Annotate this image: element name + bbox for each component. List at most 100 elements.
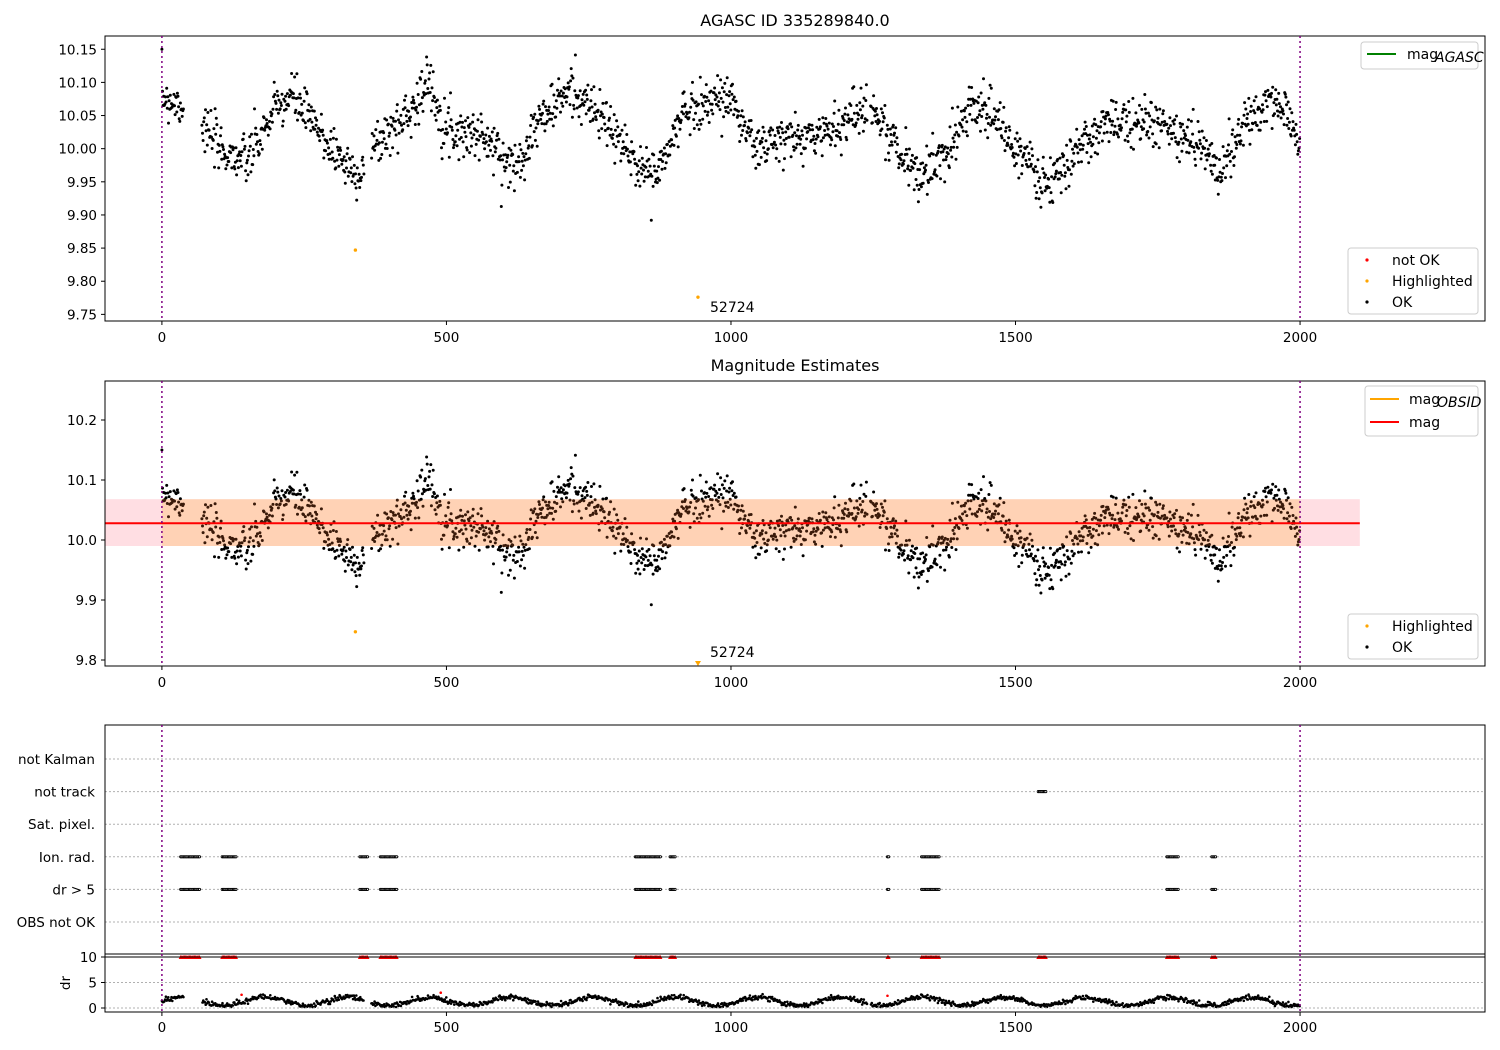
ok-point: [983, 101, 987, 105]
ok-point: [937, 535, 941, 539]
ok-point: [704, 495, 708, 499]
ok-point: [1163, 120, 1167, 123]
dr-point: [434, 995, 438, 998]
ok-point: [924, 168, 927, 172]
ok-point: [832, 125, 835, 128]
ok-point: [640, 156, 644, 160]
ok-point: [691, 80, 694, 84]
ok-point: [637, 170, 641, 174]
ok-point: [1124, 503, 1128, 507]
dr-point: [362, 999, 365, 1002]
ok-point: [523, 566, 527, 570]
y-tick-label: 9.85: [67, 241, 97, 257]
ok-point: [1215, 156, 1218, 160]
ok-point: [1172, 524, 1175, 528]
ok-point: [521, 151, 525, 155]
ok-point: [582, 499, 586, 503]
ok-point: [803, 146, 807, 150]
ok-point: [253, 107, 256, 111]
ok-point: [913, 552, 917, 555]
ok-point: [175, 505, 179, 509]
ok-point: [949, 148, 953, 152]
ok-point: [449, 488, 452, 491]
ok-point: [507, 573, 510, 577]
ok-point: [870, 514, 874, 518]
ok-point: [547, 504, 550, 507]
ok-point: [455, 144, 459, 148]
ok-point: [832, 518, 835, 522]
ok-point: [1033, 572, 1037, 576]
ok-point: [1173, 528, 1177, 532]
ok-point: [443, 492, 446, 496]
ok-point: [711, 507, 715, 510]
ok-point: [1096, 543, 1100, 547]
ok-point: [403, 106, 407, 110]
ok-point: [511, 153, 515, 156]
ok-point: [238, 541, 242, 545]
ok-point: [996, 118, 1000, 122]
ok-point: [325, 531, 329, 535]
ok-point: [682, 507, 685, 510]
ok-point: [1270, 127, 1274, 130]
ok-point: [743, 514, 747, 518]
ok-point: [900, 152, 904, 156]
ok-point: [955, 145, 959, 149]
ok-point: [1048, 156, 1052, 160]
ok-point: [796, 123, 800, 127]
ok-point: [425, 462, 429, 466]
ok-point: [680, 110, 684, 114]
ok-point: [1085, 151, 1089, 154]
ok-point: [346, 538, 350, 542]
ok-point: [943, 536, 947, 540]
ok-point: [1058, 547, 1062, 550]
ok-point: [1093, 511, 1097, 515]
ok-point: [569, 79, 573, 83]
ok-point: [612, 113, 616, 117]
ok-point: [753, 536, 757, 540]
ok-point: [1165, 516, 1169, 520]
dr-point: [862, 998, 866, 1001]
ok-point: [614, 145, 618, 149]
legend-box: [1360, 41, 1479, 70]
ok-point: [611, 525, 615, 529]
ok-point: [248, 135, 252, 139]
ok-point: [1239, 531, 1243, 535]
legend-label: Highlighted: [1392, 274, 1473, 290]
plot-frame: [104, 35, 1486, 322]
ok-point: [700, 489, 703, 493]
ok-point: [1193, 548, 1197, 552]
ok-point: [704, 100, 708, 103]
ok-point: [1178, 121, 1182, 125]
ok-point: [1291, 514, 1295, 517]
ok-point: [650, 174, 654, 178]
ok-point: [167, 99, 171, 103]
ok-point: [203, 150, 207, 154]
ok-point: [754, 529, 758, 533]
ok-point: [1196, 120, 1200, 123]
ok-point: [1088, 133, 1092, 137]
ok-point: [659, 540, 663, 544]
ok-point: [529, 517, 533, 521]
ok-point: [948, 518, 952, 522]
dr-point: [582, 995, 586, 999]
ok-point: [586, 481, 590, 484]
ok-point: [377, 158, 381, 162]
highlighted-point: [353, 248, 358, 252]
ok-point: [493, 541, 497, 545]
ok-point: [372, 526, 376, 530]
ok-point: [688, 525, 692, 529]
ok-point: [576, 96, 580, 100]
plot-frame: [104, 380, 1486, 667]
ok-point: [993, 512, 997, 516]
ok-point: [399, 113, 403, 117]
dr-point: [659, 995, 662, 999]
ok-point: [232, 537, 236, 541]
ok-point: [1228, 550, 1232, 553]
ok-point: [1243, 496, 1247, 500]
ok-point: [1200, 129, 1204, 133]
ok-point: [1286, 496, 1290, 500]
ok-point: [256, 140, 259, 144]
ok-point: [1276, 508, 1280, 512]
ok-point: [768, 526, 772, 530]
ok-point: [676, 114, 680, 118]
